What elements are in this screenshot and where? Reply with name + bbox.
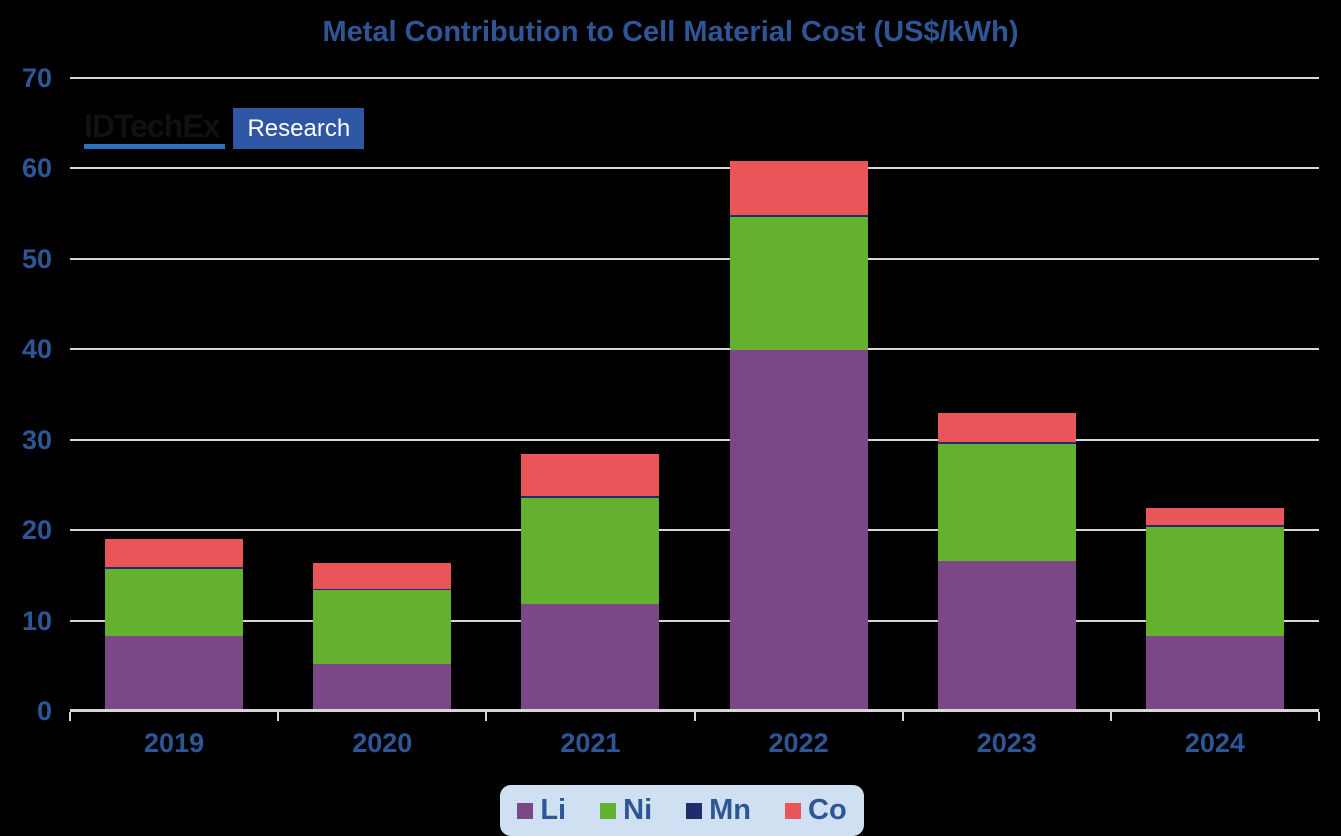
x-axis-label-2020: 2020 [352, 728, 413, 758]
x-axis-label-2023: 2023 [976, 728, 1037, 758]
bar-2024 [1145, 508, 1284, 709]
bar-segment-co-2020 [313, 563, 452, 589]
y-axis-label-60: 60 [21, 153, 52, 183]
bar-segment-mn-2020 [313, 588, 452, 591]
x-axis-tick [277, 712, 280, 721]
bar-segment-ni-2021 [521, 498, 660, 605]
legend-item-co: Co [785, 796, 847, 825]
x-axis-tick [1318, 712, 1320, 721]
legend-swatch-ni [600, 802, 617, 819]
y-axis-label-0: 0 [36, 696, 52, 726]
gridline-y-30 [70, 438, 1319, 441]
x-axis-label-2021: 2021 [560, 728, 621, 758]
bar-2022 [729, 161, 868, 709]
x-axis-line [70, 709, 1319, 712]
legend-item-li: Li [517, 796, 566, 825]
legend-label-ni: Ni [623, 794, 653, 826]
bar-2020 [313, 563, 452, 709]
x-axis-tick [1109, 712, 1112, 721]
bar-segment-ni-2020 [313, 590, 452, 664]
bar-segment-ni-2024 [1145, 527, 1284, 636]
legend-item-ni: Ni [600, 796, 652, 825]
bar-2023 [937, 413, 1076, 709]
y-axis-label-30: 30 [21, 424, 52, 455]
x-axis-label-2024: 2024 [1184, 728, 1245, 758]
y-axis-label-50: 50 [21, 243, 52, 274]
legend-swatch-mn [686, 802, 703, 819]
y-axis-label-10: 10 [21, 605, 52, 636]
legend: Li Ni Mn Co [500, 785, 864, 836]
bar-segment-li-2023 [937, 561, 1076, 709]
bar-segment-mn-2024 [1145, 525, 1284, 528]
idtechex-wordmark: IDTechEx [84, 108, 226, 149]
x-axis-label-2022: 2022 [768, 728, 829, 758]
bar-segment-li-2024 [1145, 635, 1284, 709]
x-axis-tick [901, 712, 904, 721]
x-axis-tick [693, 712, 696, 721]
bar-segment-li-2020 [313, 663, 452, 709]
bar-segment-co-2021 [521, 453, 660, 497]
y-axis-label-70: 70 [21, 62, 52, 93]
y-axis-label-40: 40 [21, 334, 52, 364]
legend-swatch-co [785, 802, 801, 819]
idtechex-research-badge: Research [233, 108, 365, 149]
bar-segment-co-2024 [1145, 508, 1284, 526]
gridline-y-60 [70, 167, 1319, 169]
legend-swatch-li [517, 802, 534, 819]
bar-segment-mn-2019 [105, 566, 244, 569]
gridline-y-10 [70, 619, 1319, 622]
bar-2019 [105, 538, 244, 709]
legend-label-li: Li [540, 794, 567, 826]
x-axis-label-2019: 2019 [144, 728, 205, 758]
bar-segment-mn-2023 [937, 442, 1076, 444]
bar-segment-li-2021 [521, 604, 660, 709]
bar-segment-co-2019 [105, 538, 244, 567]
x-axis-tick [485, 712, 488, 721]
gridline-y-20 [70, 529, 1319, 531]
bar-segment-co-2022 [729, 161, 868, 215]
bar-segment-ni-2023 [937, 443, 1076, 562]
bar-segment-li-2019 [105, 635, 244, 709]
bar-2021 [521, 453, 660, 709]
gridline-y-50 [70, 257, 1319, 260]
legend-label-mn: Mn [709, 794, 751, 826]
bar-segment-mn-2022 [729, 214, 868, 217]
legend-label-co: Co [808, 794, 847, 826]
gridline-y-40 [70, 348, 1319, 350]
y-axis-label-20: 20 [21, 515, 52, 545]
bar-segment-ni-2019 [105, 568, 244, 636]
gridline-y-70 [70, 76, 1319, 79]
idtechex-logo: IDTechEx Research [84, 108, 365, 149]
bar-segment-li-2022 [729, 349, 868, 709]
bar-segment-mn-2021 [521, 496, 660, 499]
x-axis-tick [69, 712, 71, 721]
bar-segment-ni-2022 [729, 216, 868, 350]
chart-title: Metal Contribution to Cell Material Cost… [322, 16, 1019, 48]
legend-item-mn: Mn [686, 796, 751, 825]
bar-segment-co-2023 [937, 413, 1076, 443]
